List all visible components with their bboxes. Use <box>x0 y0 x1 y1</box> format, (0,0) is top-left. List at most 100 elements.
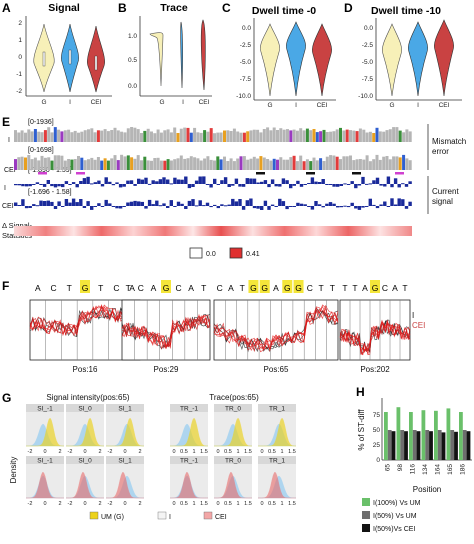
facet-strip <box>26 404 64 412</box>
row-label-cei: CEI <box>4 167 16 174</box>
y-tick: 0.0 <box>364 25 373 32</box>
mismatch-bar <box>73 130 77 142</box>
current-bar <box>361 206 365 208</box>
base-letter: C <box>382 283 388 293</box>
base-letter: C <box>307 283 313 293</box>
current-bar <box>216 206 220 209</box>
density-cell: SI_0 -2 0 2 <box>66 456 104 507</box>
violin-cei <box>434 19 454 97</box>
y-tick: 1 <box>18 37 22 44</box>
current-bar <box>21 199 25 206</box>
mismatch-bar <box>282 159 286 170</box>
density-cell: TR_-1 0 0.5 1 1.5 <box>170 456 208 507</box>
current-bar <box>79 181 83 184</box>
y-tick: -7.5 <box>362 76 374 83</box>
current-bar <box>292 184 296 186</box>
current-bar <box>379 184 383 186</box>
y-tick: -2.5 <box>240 42 252 49</box>
mismatch-label: error <box>432 147 449 156</box>
density-curve <box>66 472 104 499</box>
current-bar <box>205 202 210 206</box>
current-bar <box>357 206 362 210</box>
mismatch-bar <box>133 127 137 142</box>
mismatch-bar <box>67 159 71 170</box>
delta-label: Δ Signal- <box>2 221 33 230</box>
row-label-i: I <box>8 137 10 144</box>
x-tick: 0 <box>123 501 126 507</box>
current-bar <box>32 184 36 185</box>
mismatch-bar <box>388 129 392 142</box>
density-curve <box>170 472 208 499</box>
x-tick: 1.5 <box>244 501 252 507</box>
mismatch-bar <box>329 131 333 142</box>
legend-um: UM (G) <box>101 514 124 521</box>
x-tick: 0 <box>43 501 46 507</box>
x-tick: 1.5 <box>200 501 208 507</box>
bar <box>396 407 401 460</box>
base-letter: G <box>295 283 302 293</box>
y-tick: 0.0 <box>128 83 137 90</box>
mismatch-bar <box>249 130 253 142</box>
mismatch-bar <box>342 156 346 170</box>
y-tick: -2.5 <box>362 42 374 49</box>
mismatch-bar <box>289 130 293 142</box>
mismatch-bar <box>80 157 84 170</box>
current-bar <box>375 206 380 209</box>
current-bar <box>336 206 340 208</box>
mismatch-bar <box>126 155 130 170</box>
current-bar <box>129 201 134 206</box>
mismatch-bar <box>70 132 74 142</box>
facet-label: TR_0 <box>225 458 241 465</box>
density-cell: SI_-1 -2 0 2 <box>26 404 64 455</box>
mismatch-bar <box>156 157 160 170</box>
current-bar <box>133 200 137 206</box>
mismatch-bar <box>206 156 210 170</box>
mismatch-bar <box>133 158 137 170</box>
x-tick: 1 <box>236 449 239 455</box>
mismatch-bar <box>219 159 223 170</box>
mismatch-bar <box>196 158 200 170</box>
base-letter: T <box>352 283 357 293</box>
mismatch-bar <box>256 129 260 142</box>
mismatch-bar <box>349 130 352 142</box>
legend-series: I(50%) Vs UM <box>373 513 417 520</box>
x-tick: 0 <box>123 449 126 455</box>
mismatch-bar <box>47 127 51 142</box>
density-curve <box>214 417 252 447</box>
current-bar <box>270 179 275 184</box>
current-bar <box>299 203 304 206</box>
bar <box>462 430 467 460</box>
facet-strip <box>258 404 296 412</box>
mismatch-bar <box>77 156 80 170</box>
mismatch-bar <box>286 129 289 142</box>
current-bar <box>343 205 347 207</box>
mismatch-bar <box>365 155 369 170</box>
current-bar <box>97 203 101 206</box>
x-tick: 1.5 <box>244 449 252 455</box>
mismatch-bar <box>179 128 183 142</box>
y-tick: -5.0 <box>240 59 252 66</box>
mismatch-bar <box>262 157 266 170</box>
current-bar <box>71 182 76 184</box>
y-tick: 50 <box>373 427 381 434</box>
current-bar <box>61 184 65 188</box>
base-letter: T <box>240 283 245 293</box>
current-bar <box>184 176 188 184</box>
legend-i: I <box>169 514 171 521</box>
x-tick: 1 <box>280 501 283 507</box>
y-tick: 2 <box>18 20 22 27</box>
current-bar <box>383 201 387 206</box>
mismatch-bar <box>14 130 17 142</box>
mismatch-bar <box>352 130 356 142</box>
current-bar <box>14 184 18 186</box>
base-letter: C <box>51 283 57 293</box>
mismatch-bar <box>183 158 187 170</box>
current-bar <box>393 204 398 206</box>
current-bar <box>223 177 228 184</box>
mismatch-bar <box>269 130 273 142</box>
current-bar <box>115 206 119 209</box>
mismatch-bar <box>405 129 409 142</box>
current-track-i <box>14 176 412 189</box>
